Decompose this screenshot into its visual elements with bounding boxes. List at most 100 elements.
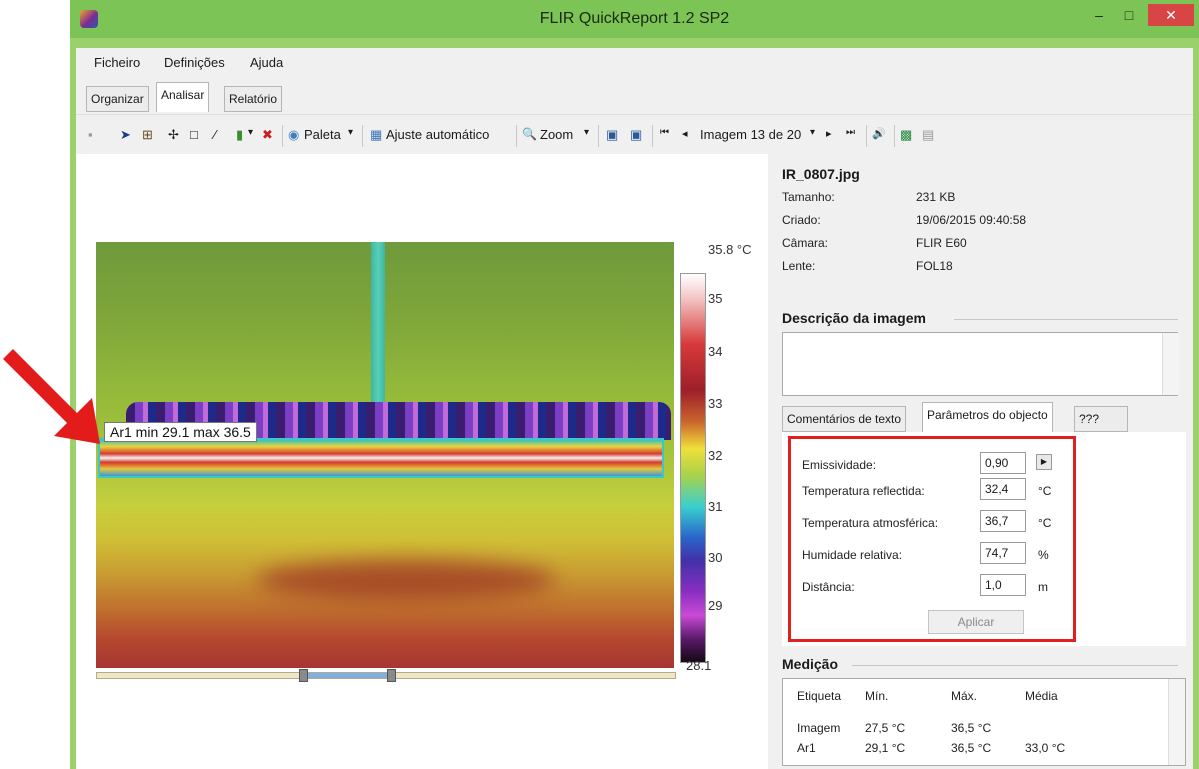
thermal-image[interactable]: Ar1 min 29.1 max 36.5 [96,242,674,668]
palette-icon: ◉ [288,127,300,142]
measurement-heading: Medição [782,656,839,672]
menu-ajuda[interactable]: Ajuda [250,55,284,70]
slider-range [305,673,391,678]
reflected-temp-field[interactable]: 32,4 [980,478,1026,500]
section-divider [954,319,1178,320]
menu-ficheiro[interactable]: Ficheiro [94,55,141,70]
window-title: FLIR QuickReport 1.2 SP2 [539,10,730,27]
table-cell: 29,1 °C [865,741,906,755]
info-created-label: Criado: [782,213,821,227]
toolbar-separator [866,125,867,147]
maximize-button[interactable]: □ [1124,7,1134,23]
fit-window-icon[interactable]: ▣ [630,127,643,142]
scale-max-label: 35.8 °C [708,242,752,257]
distance-field[interactable]: 1,0 [980,574,1026,596]
image-nav-dropdown-icon[interactable]: ▾ [810,127,816,138]
analysis-content: Ar1 min 29.1 max 36.5 35.8 °C 35 34 33 3… [76,154,1193,769]
tab-text-comments[interactable]: Comentários de texto [782,406,907,432]
info-camera-label: Câmara: [782,236,829,250]
object-parameters-panel: Emissividade: 0,90 ▶ Temperatura reflect… [782,432,1186,646]
scale-tick-label: 29 [708,598,723,613]
isotherm-icon[interactable]: ▮ [236,127,244,142]
box-icon[interactable]: □ [190,127,198,142]
palette-button[interactable]: Paleta [304,127,341,142]
scale-tick-label: 32 [708,448,723,463]
toolbar-separator [598,125,599,147]
apply-button[interactable]: Aplicar [928,610,1024,634]
menu-definicoes[interactable]: Definições [164,55,225,70]
column-header-max[interactable]: Máx. [951,689,978,703]
area-measurement-ar1[interactable] [98,438,664,478]
zoom-dropdown-icon[interactable]: ▾ [584,127,590,138]
scale-tick-label: 30 [708,550,723,565]
info-size-value: 231 KB [916,190,956,204]
measurement-scrollbar[interactable] [1168,679,1185,765]
image-navigation[interactable]: Imagem 13 de 20 [700,127,802,142]
audio-icon[interactable]: 🔊 [872,128,886,140]
table-row-label[interactable]: Imagem [797,721,841,735]
reflected-temp-unit: °C [1038,484,1052,498]
column-header-avg[interactable]: Média [1025,689,1058,703]
table-row-label[interactable]: Ar1 [797,741,816,755]
pointer-icon[interactable]: ➤ [120,127,131,142]
toolbar-separator [282,125,283,147]
description-textbox[interactable] [782,332,1178,396]
save-icon[interactable]: ▪ [88,127,93,142]
scale-tick-label: 31 [708,499,723,514]
description-heading: Descrição da imagem [782,310,926,326]
main-tab-bar: Organizar Analisar Relatório [76,76,1193,114]
delete-icon[interactable]: ✖ [262,127,273,142]
description-scrollbar[interactable] [1162,333,1179,395]
emissivity-picker-icon[interactable]: ▶ [1036,454,1052,470]
reflected-temp-label: Temperatura reflectida: [802,484,925,498]
image-info-panel: IR_0807.jpg Tamanho: 231 KB Criado: 19/0… [768,154,1193,769]
next-image-icon[interactable]: ▸ [826,128,832,140]
scale-tick-label: 33 [708,396,723,411]
spot-icon[interactable]: ⊞ [142,127,153,142]
scale-tick-label: 35 [708,291,723,306]
annotation-arrow-icon [3,349,100,444]
auto-adjust-icon: ▦ [370,127,383,142]
table-cell: 36,5 °C [951,741,992,755]
last-image-icon[interactable]: ⏭ [846,127,855,138]
column-header-min[interactable]: Mín. [865,689,889,703]
fit-view-icon[interactable]: ▣ [606,127,619,142]
excel-export-icon[interactable]: ▩ [900,127,913,142]
relative-humidity-field[interactable]: 74,7 [980,542,1026,564]
isotherm-dropdown-icon[interactable]: ▾ [248,127,254,138]
emissivity-label: Emissividade: [802,458,877,472]
measurement-table: Etiqueta Mín. Máx. Média Imagem 27,5 °C … [782,678,1186,766]
tab-object-parameters[interactable]: Parâmetros do objecto [922,402,1053,432]
scale-tick-label: 34 [708,344,723,359]
first-image-icon[interactable]: ⏮ [660,127,669,138]
prev-image-icon[interactable]: ◂ [682,128,688,140]
atmospheric-temp-label: Temperatura atmosférica: [802,516,939,530]
zoom-icon: 🔍 [522,127,537,141]
atmospheric-temp-unit: °C [1038,516,1052,530]
table-cell: 27,5 °C [865,721,906,735]
auto-adjust-button[interactable]: Ajuste automático [386,127,490,142]
thermal-hotspot-region [256,560,556,600]
line-icon[interactable]: ∕ [214,127,217,142]
tab-relatorio[interactable]: Relatório [224,86,283,112]
toolbar-separator [516,125,517,147]
section-divider [852,665,1178,666]
slider-thumb-low[interactable] [299,669,308,682]
minimize-button[interactable]: – [1095,7,1103,23]
atmospheric-temp-field[interactable]: 36,7 [980,510,1026,532]
info-created-value: 19/06/2015 09:40:58 [916,213,1027,227]
close-button[interactable]: ✕ [1148,4,1194,26]
palette-dropdown-icon[interactable]: ▾ [348,127,354,138]
crosshair-icon[interactable]: ✢ [168,127,179,142]
zoom-button[interactable]: Zoom [540,127,574,142]
tab-unknown[interactable]: ??? [1074,406,1128,432]
image-export-icon[interactable]: ▤ [922,127,935,142]
tab-analisar[interactable]: Analisar [156,82,210,112]
distance-unit: m [1038,580,1048,594]
tab-organizar[interactable]: Organizar [86,86,149,112]
info-camera-value: FLIR E60 [916,236,967,250]
temperature-range-slider[interactable] [96,669,676,682]
emissivity-field[interactable]: 0,90 [980,452,1026,474]
slider-thumb-high[interactable] [387,669,396,682]
column-header-label[interactable]: Etiqueta [797,689,842,703]
